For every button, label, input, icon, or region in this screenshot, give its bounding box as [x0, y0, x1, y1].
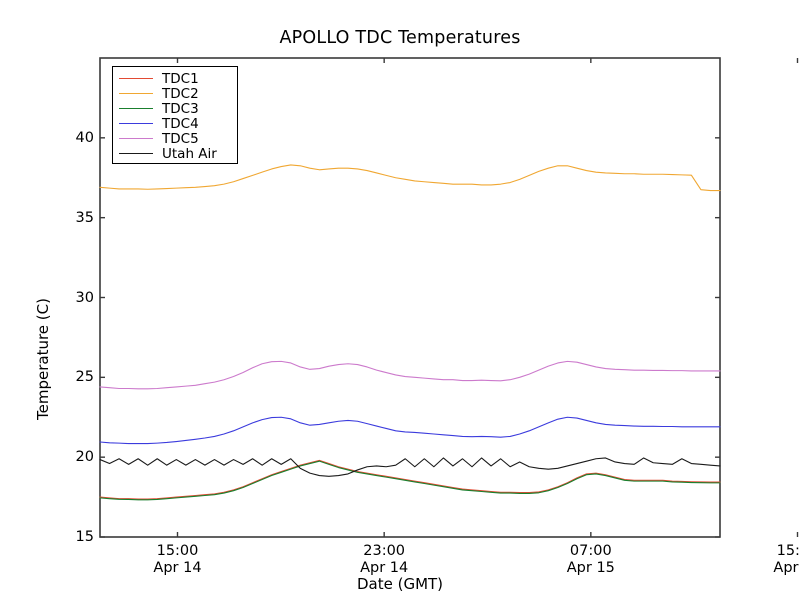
y-tick-label: 20 [75, 449, 94, 466]
x-tick-date: Apr 14 [153, 560, 202, 577]
legend-color-swatch [119, 78, 153, 79]
legend-item-tdc2[interactable]: TDC2 [119, 85, 237, 102]
x-tick-date: Apr 15 [773, 560, 800, 577]
chart-title: APOLLO TDC Temperatures [279, 28, 521, 48]
series-line-tdc4 [99, 416, 721, 445]
y-tick-label: 30 [75, 289, 94, 306]
legend-color-swatch [119, 153, 153, 154]
x-tick-label: 15:00 Apr 14 [153, 543, 201, 577]
legend-label: TDC4 [162, 115, 199, 132]
y-tick-label: 15 [75, 529, 94, 545]
legend-item-tdc3[interactable]: TDC3 [119, 100, 237, 117]
y-axis-tick-labels: 15 20 25 30 35 40 [50, 0, 94, 600]
y-tick-label: 25 [75, 369, 94, 386]
series-line-tdc5 [99, 360, 721, 390]
x-tick-time: 23:00 [363, 543, 406, 559]
x-tick-date: Apr 15 [566, 560, 615, 577]
legend-label: Utah Air [162, 145, 217, 162]
x-tick-time: 07:00 [569, 543, 612, 559]
x-tick-date: Apr 14 [360, 560, 409, 577]
x-axis-label: Date (GMT) [356, 575, 444, 593]
legend-item-tdc1[interactable]: TDC1 [119, 70, 237, 87]
legend-item-tdc4[interactable]: TDC4 [119, 115, 237, 132]
series-line-tdc2 [99, 164, 721, 192]
x-tick-label: 07:00 Apr 15 [567, 543, 615, 577]
y-tick-label: 35 [75, 209, 94, 226]
legend-item-utah-air[interactable]: Utah Air [119, 145, 237, 162]
legend-item-tdc5[interactable]: TDC5 [119, 130, 237, 147]
series-line-utah-air [99, 457, 721, 477]
y-tick-label: 40 [75, 129, 94, 146]
series-line-tdc3 [99, 460, 721, 501]
legend-color-swatch [119, 93, 153, 94]
legend-color-swatch [119, 108, 153, 109]
series-line-tdc1 [99, 459, 721, 500]
legend-label: TDC2 [162, 85, 199, 102]
legend-color-swatch [119, 138, 153, 139]
x-tick-time: 15:00 [156, 543, 199, 559]
chart-legend: TDC1 TDC2 TDC3 TDC4 TDC5 Utah Air [112, 66, 238, 164]
legend-label: TDC1 [162, 70, 199, 87]
x-tick-time: 15:00 [776, 543, 800, 559]
legend-label: TDC5 [162, 130, 199, 147]
x-tick-label: 23:00 Apr 14 [360, 543, 408, 577]
legend-color-swatch [119, 123, 153, 124]
legend-label: TDC3 [162, 100, 199, 117]
